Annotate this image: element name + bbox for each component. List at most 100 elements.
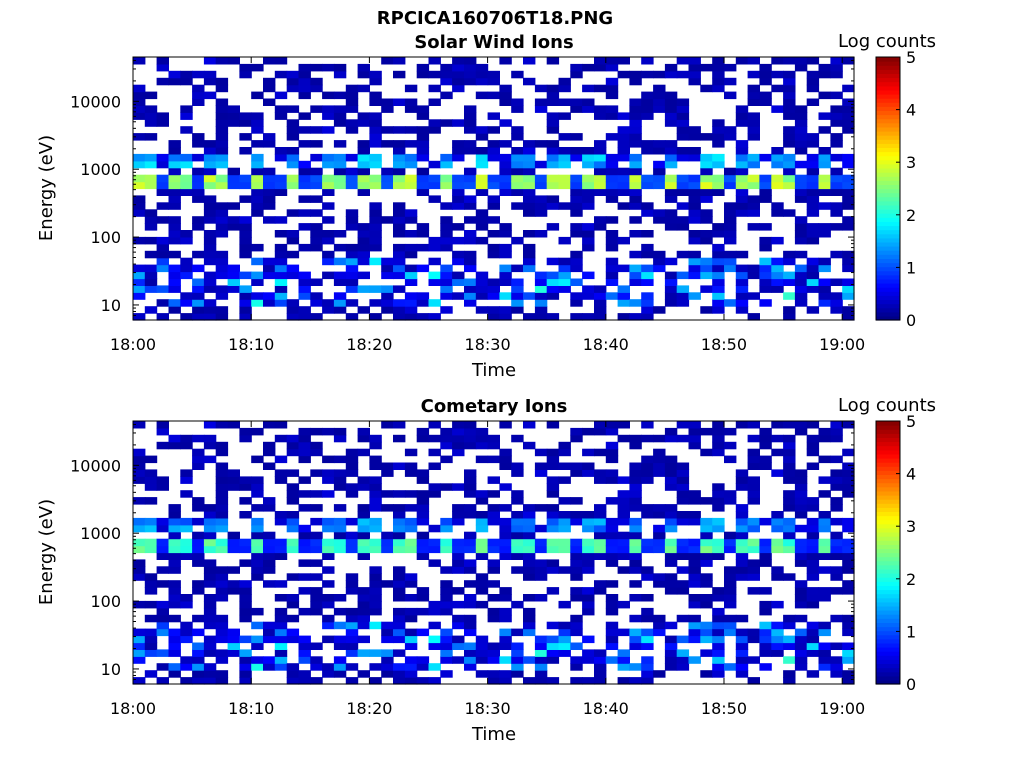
heatmap-cell [464, 216, 477, 224]
heatmap-cell [594, 545, 607, 554]
heatmap-cell [842, 292, 855, 300]
heatmap-cell [416, 545, 430, 554]
heatmap-cell [168, 587, 181, 595]
heatmap-cell [144, 223, 158, 231]
heatmap-cell [192, 306, 205, 314]
heatmap-cell [806, 587, 820, 595]
heatmap-cell [594, 188, 607, 196]
heatmap-cell [192, 559, 205, 567]
heatmap-cell [369, 580, 382, 588]
heatmap-cell [345, 167, 359, 176]
heatmap-cell [381, 105, 394, 113]
heatmap-cell [546, 285, 560, 293]
heatmap-cell [546, 202, 560, 210]
heatmap-cell [393, 566, 406, 574]
heatmap-cell [156, 57, 169, 65]
heatmap-cell [274, 57, 288, 65]
heatmap-cell [783, 126, 796, 134]
heatmap-cell [180, 160, 193, 169]
colorbar-segment [876, 98, 900, 103]
heatmap-cell [203, 216, 217, 224]
colorbar-segment [876, 303, 900, 309]
colorbar-segment [876, 642, 900, 648]
heatmap-cell [570, 133, 583, 141]
colorbar-segment [876, 478, 900, 484]
heatmap-cell [534, 285, 548, 293]
heatmap-cell [759, 462, 772, 470]
heatmap-cell [133, 84, 146, 93]
heatmap-cell [416, 469, 430, 477]
heatmap-cell [842, 476, 855, 484]
heatmap-cell [794, 126, 808, 134]
heatmap-cell [558, 517, 571, 526]
heatmap-cell [345, 313, 359, 321]
heatmap-cell [688, 271, 701, 280]
colorbar-segment [876, 507, 900, 512]
heatmap-cell [215, 504, 229, 512]
heatmap-cell [629, 202, 642, 210]
heatmap-cell [558, 174, 571, 183]
heatmap-cell [144, 517, 158, 526]
heatmap-cell [783, 70, 796, 79]
heatmap-cell [629, 140, 642, 148]
heatmap-cell [487, 250, 500, 259]
colorbar-segment [876, 589, 900, 595]
heatmap-cell [168, 628, 181, 637]
heatmap-cell [203, 580, 217, 588]
heatmap-cell [215, 153, 229, 162]
heatmap-cell [664, 292, 678, 300]
heatmap-cell [452, 504, 465, 512]
heatmap-cell [806, 628, 820, 637]
heatmap-cell [558, 642, 571, 650]
heatmap-cell [404, 504, 418, 512]
heatmap-cell [735, 614, 749, 623]
heatmap-cell [369, 587, 382, 595]
colorbar-segment [876, 163, 900, 169]
heatmap-cell [440, 649, 453, 657]
heatmap-cell [830, 663, 843, 671]
heatmap-cell [688, 257, 701, 266]
heatmap-cell [144, 587, 158, 595]
heatmap-cell [629, 264, 642, 273]
heatmap-cell [783, 112, 796, 120]
heatmap-cell [168, 236, 181, 245]
heatmap-cell [475, 174, 489, 183]
heatmap-cell [239, 635, 252, 644]
heatmap-cell [203, 181, 217, 190]
heatmap-cell [676, 285, 690, 293]
heatmap-cell [203, 57, 217, 65]
heatmap-cell [818, 181, 831, 190]
heatmap-cell [783, 635, 796, 644]
heatmap-cell [676, 271, 690, 280]
heatmap-cell [286, 230, 300, 238]
heatmap-cell [523, 524, 536, 533]
heatmap-cell [369, 119, 382, 127]
figure-title: RPCICA160706T18.PNG [377, 8, 613, 29]
heatmap-cell [369, 112, 382, 120]
heatmap-cell [499, 455, 512, 464]
heatmap-cell [487, 285, 500, 293]
heatmap-cell [700, 497, 713, 505]
colorbar-segment [876, 176, 900, 181]
heatmap-cell [653, 306, 666, 314]
heatmap-cell [156, 677, 169, 685]
heatmap-cell [357, 140, 370, 148]
heatmap-cell [534, 306, 548, 314]
heatmap-cell [724, 545, 737, 554]
heatmap-cell [523, 140, 536, 148]
heatmap-cell [393, 174, 406, 183]
heatmap-cell [452, 77, 465, 86]
heatmap-cell [747, 497, 760, 505]
heatmap-cell [156, 160, 169, 169]
heatmap-cell [747, 421, 760, 429]
heatmap-cell [641, 469, 654, 477]
heatmap-cell [487, 216, 500, 224]
heatmap-cell [558, 635, 571, 644]
heatmap-cell [263, 216, 276, 224]
heatmap-cell [156, 153, 169, 162]
heatmap-cell [345, 105, 359, 113]
heatmap-cell [156, 427, 169, 436]
colorbar-tick-label: 4 [906, 101, 916, 120]
heatmap-cell [629, 594, 642, 602]
heatmap-cell [747, 628, 760, 637]
